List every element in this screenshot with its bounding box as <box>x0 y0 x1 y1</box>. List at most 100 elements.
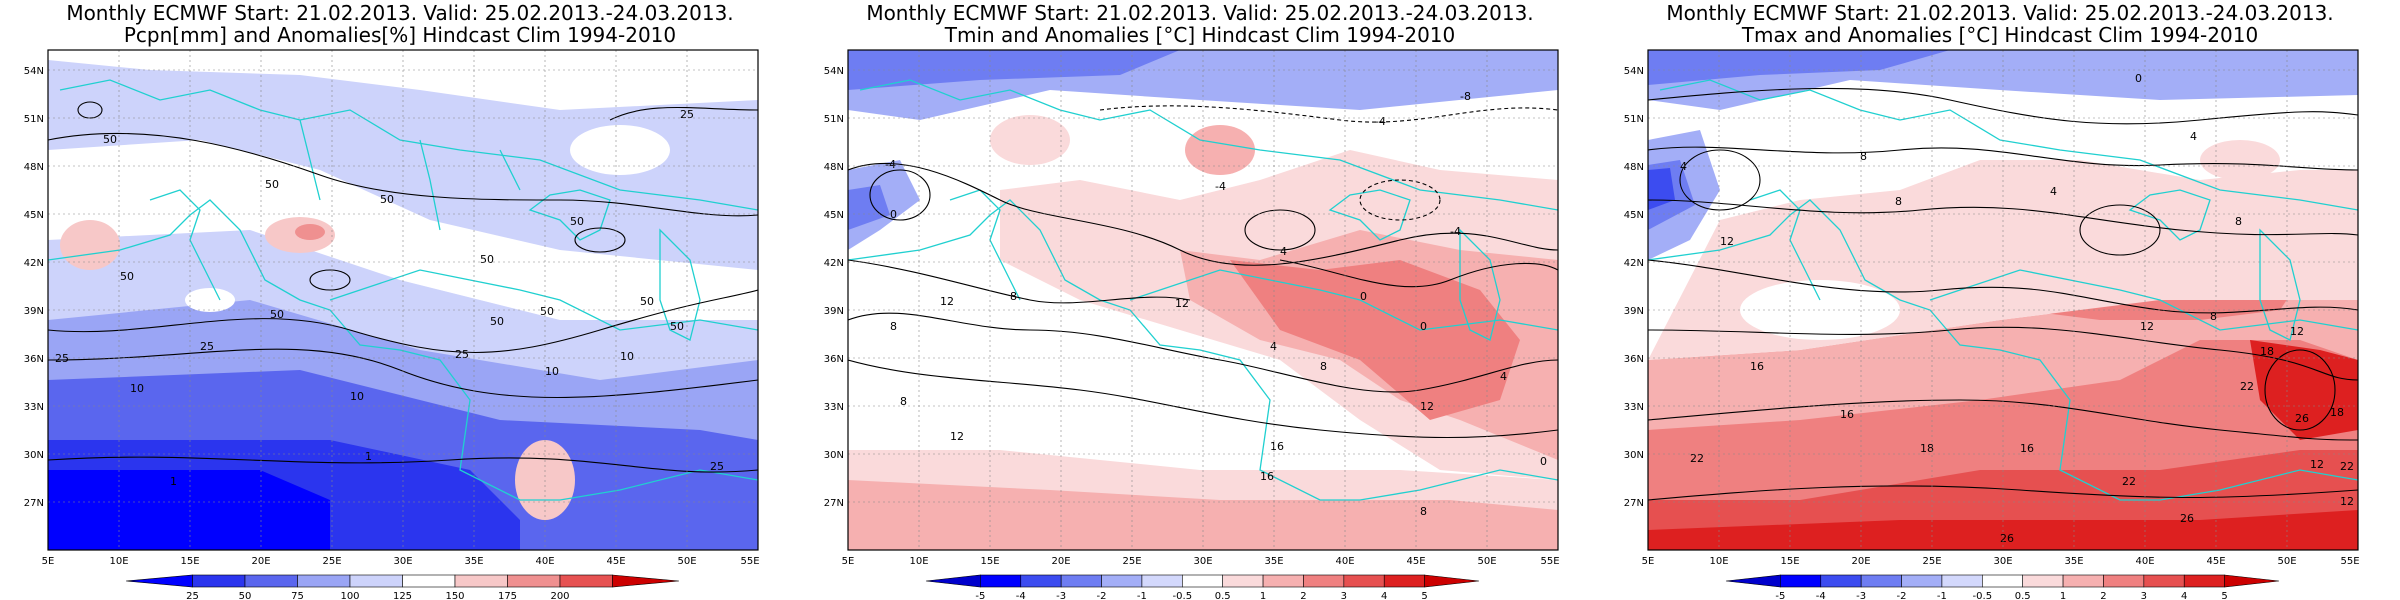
longitude-labels: 5E 10E 15E 20E 25E 30E 35E 40E 45E 50E 5… <box>1642 556 2360 567</box>
colorbar-label: -2 <box>1897 591 1907 600</box>
colorbar-segment <box>1982 574 2023 588</box>
tmax-map: 0 4 4 8 4 8 12 12 8 8 12 16 18 22 12 16 … <box>1624 49 2360 600</box>
colorbar-label: 125 <box>393 591 412 600</box>
svg-text:50: 50 <box>570 215 584 228</box>
precip-panel: Monthly ECMWF Start: 21.02.2013. Valid: … <box>0 0 800 600</box>
svg-text:27N: 27N <box>1624 498 1644 509</box>
svg-text:51N: 51N <box>824 114 844 125</box>
colorbar: -5 -4 -3 -2 -1 -0.5 0.5 1 2 3 4 5 <box>1725 574 2280 600</box>
colorbar-segment <box>1860 574 1902 588</box>
colorbar-label: 50 <box>239 591 252 600</box>
svg-text:10: 10 <box>545 365 559 378</box>
latitude-labels: 54N 51N 48N 45N 42N 39N 36N 33N 30N 27N <box>1624 66 1644 509</box>
map-frame <box>847 49 1559 551</box>
colorbar-label: 175 <box>498 591 517 600</box>
svg-text:35E: 35E <box>464 556 483 567</box>
svg-text:-4: -4 <box>1450 225 1461 238</box>
svg-text:1: 1 <box>365 450 372 463</box>
tmin-panel: Monthly ECMWF Start: 21.02.2013. Valid: … <box>800 0 1600 600</box>
svg-text:10E: 10E <box>1709 556 1728 567</box>
svg-text:8: 8 <box>2235 215 2242 228</box>
svg-text:15E: 15E <box>980 556 999 567</box>
svg-text:12: 12 <box>1720 235 1734 248</box>
colorbar-segment <box>1262 574 1304 588</box>
svg-text:26: 26 <box>2000 532 2014 545</box>
svg-text:30N: 30N <box>1624 450 1644 461</box>
svg-text:26: 26 <box>2180 512 2194 525</box>
svg-text:22: 22 <box>2340 460 2354 473</box>
colorbar-label: 3 <box>2141 591 2147 600</box>
svg-text:0: 0 <box>1360 290 1367 303</box>
longitude-labels: 5E 10E 15E 20E 25E 30E 35E 40E 45E 50E 5… <box>842 556 1560 567</box>
svg-text:36N: 36N <box>24 354 44 365</box>
colorbar-segment <box>244 574 298 588</box>
svg-text:45E: 45E <box>2206 556 2225 567</box>
colorbar-segment <box>454 574 508 588</box>
colorbar-segment <box>349 574 403 588</box>
colorbar-label: 200 <box>550 591 569 600</box>
svg-text:25: 25 <box>680 108 694 121</box>
colorbar-label: 25 <box>186 591 199 600</box>
svg-text:16: 16 <box>1270 440 1284 453</box>
colorbar-segment <box>2143 574 2185 588</box>
svg-text:40E: 40E <box>2135 556 2154 567</box>
colorbar-label: 1 <box>1260 591 1266 600</box>
colorbar-label: -5 <box>975 591 985 600</box>
svg-text:50: 50 <box>540 305 554 318</box>
colorbar-label: -0.5 <box>1973 591 1993 600</box>
svg-text:39N: 39N <box>24 306 44 317</box>
graticule <box>48 50 758 550</box>
colorbar-segment <box>125 574 193 588</box>
latitude-labels: 54N 51N 48N 45N 42N 39N 36N 33N 30N 27N <box>24 66 44 509</box>
colorbar-segment <box>1020 574 1062 588</box>
colorbar-label: 5 <box>2221 591 2227 600</box>
svg-text:12: 12 <box>2310 458 2324 471</box>
panel-title-line1: Monthly ECMWF Start: 21.02.2013. Valid: … <box>1666 1 2334 25</box>
panel-title-line2: Pcpn[mm] and Anomalies[%] Hindcast Clim … <box>123 23 677 47</box>
colorbar-label: -4 <box>1816 591 1826 600</box>
colorbar-label: 75 <box>291 591 304 600</box>
panel-title-line2: Tmin and Anomalies [°C] Hindcast Clim 19… <box>944 23 1456 47</box>
svg-text:51N: 51N <box>24 114 44 125</box>
svg-text:25: 25 <box>710 460 724 473</box>
colorbar-segment <box>1780 574 1822 588</box>
svg-text:40E: 40E <box>535 556 554 567</box>
svg-text:50: 50 <box>490 315 504 328</box>
colorbar-segment <box>1424 574 1480 588</box>
svg-text:8: 8 <box>1420 505 1427 518</box>
svg-text:50E: 50E <box>1477 556 1496 567</box>
colorbar-segment <box>507 574 561 588</box>
graticule <box>1648 50 2358 550</box>
svg-text:39N: 39N <box>824 306 844 317</box>
svg-text:50: 50 <box>270 308 284 321</box>
svg-text:15E: 15E <box>1780 556 1799 567</box>
svg-text:51N: 51N <box>1624 114 1644 125</box>
colorbar-segment <box>2062 574 2104 588</box>
svg-text:36N: 36N <box>824 354 844 365</box>
svg-text:18: 18 <box>1920 442 1934 455</box>
svg-text:48N: 48N <box>1624 162 1644 173</box>
latitude-labels: 54N 51N 48N 45N 42N 39N 36N 33N 30N 27N <box>824 66 844 509</box>
svg-text:5E: 5E <box>1642 556 1655 567</box>
colorbar-segment <box>1303 574 1345 588</box>
svg-text:42N: 42N <box>24 258 44 269</box>
svg-text:27N: 27N <box>24 498 44 509</box>
svg-text:50: 50 <box>670 320 684 333</box>
svg-text:22: 22 <box>2240 380 2254 393</box>
colorbar-segment <box>1383 574 1425 588</box>
svg-text:8: 8 <box>1860 150 1867 163</box>
svg-text:55E: 55E <box>740 556 759 567</box>
colorbar-label: 0.5 <box>1215 591 1231 600</box>
colorbar-segment <box>1820 574 1862 588</box>
colorbar-label: 2 <box>2100 591 2106 600</box>
svg-text:12: 12 <box>2140 320 2154 333</box>
svg-text:0: 0 <box>890 208 897 221</box>
svg-text:45E: 45E <box>606 556 625 567</box>
svg-text:8: 8 <box>890 320 897 333</box>
colorbar-segment <box>925 574 981 588</box>
svg-text:0: 0 <box>2135 72 2142 85</box>
svg-text:16: 16 <box>2020 442 2034 455</box>
contour-labels: 50 50 50 50 50 50 50 50 25 25 25 10 10 1… <box>55 108 724 488</box>
svg-text:10: 10 <box>130 382 144 395</box>
svg-text:-4: -4 <box>1215 180 1226 193</box>
